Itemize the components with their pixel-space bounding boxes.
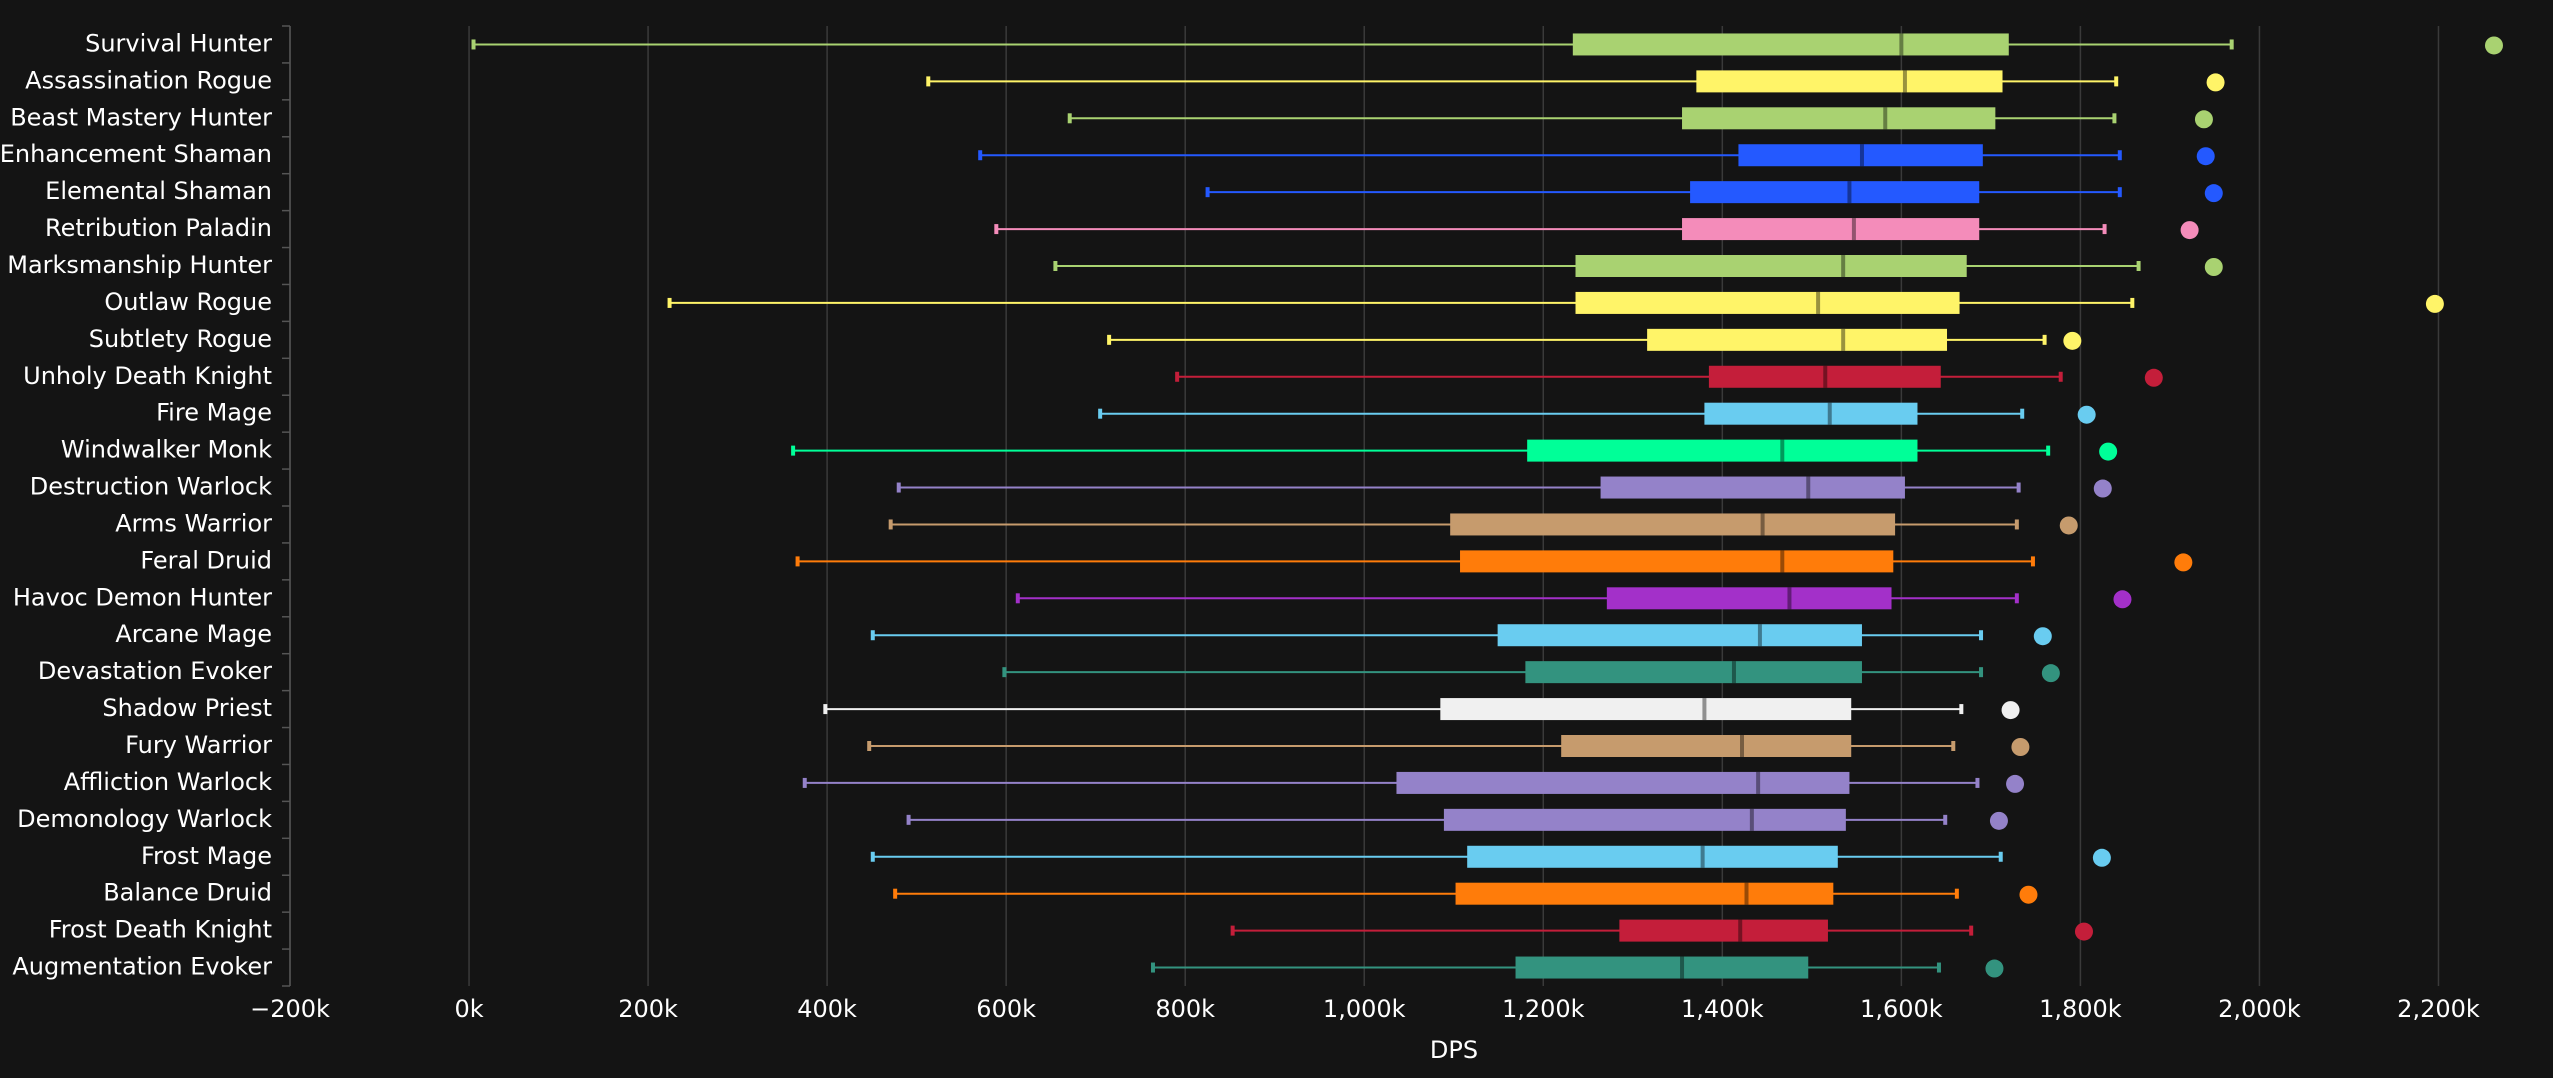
y-tick-label: Outlaw Rogue <box>104 288 272 316</box>
box <box>1619 919 1828 942</box>
y-tick-label: Affliction Warlock <box>64 768 272 796</box>
outlier <box>2041 664 2060 683</box>
x-tick-label: 800k <box>1155 995 1215 1023</box>
box <box>1396 771 1850 794</box>
x-axis-title: DPS <box>1430 1036 1478 1064</box>
outlier <box>2113 590 2132 609</box>
outlier <box>2092 848 2111 867</box>
outlier <box>2174 553 2193 572</box>
x-tick-label: 1,400k <box>1681 995 1764 1023</box>
y-tick-label: Arcane Mage <box>115 620 272 648</box>
box <box>1600 476 1905 499</box>
y-tick-label: Survival Hunter <box>85 29 272 57</box>
x-tick-label: 1,800k <box>2039 995 2122 1023</box>
box <box>1696 70 2003 93</box>
x-tick-label: 600k <box>976 995 1036 1023</box>
y-tick-label: Devastation Evoker <box>38 657 272 685</box>
box <box>1450 513 1896 536</box>
y-tick-label: Frost Mage <box>141 842 272 870</box>
outlier <box>2011 738 2030 756</box>
outlier <box>2144 368 2163 387</box>
y-tick-label: Balance Druid <box>103 879 272 907</box>
y-tick-label: Feral Druid <box>140 546 272 574</box>
y-tick-label: Shadow Priest <box>102 694 272 722</box>
box <box>1497 624 1862 647</box>
y-tick-label: Frost Death Knight <box>49 916 272 944</box>
box <box>1460 550 1894 573</box>
y-tick-label: Windwalker Monk <box>61 436 272 464</box>
outlier <box>2484 36 2503 55</box>
box <box>1708 365 1941 388</box>
y-tick-label: Fire Mage <box>156 399 272 427</box>
outlier <box>2074 922 2093 941</box>
x-tick-label: 1,200k <box>1502 995 1585 1023</box>
x-tick-label: 0k <box>454 995 483 1023</box>
y-tick-label: Elemental Shaman <box>45 177 272 205</box>
outlier <box>2204 258 2223 276</box>
outlier <box>2006 774 2025 793</box>
box <box>1738 144 1983 167</box>
outlier <box>2194 110 2213 129</box>
outlier <box>2204 184 2223 203</box>
box <box>1682 218 1980 241</box>
outlier <box>2206 73 2225 92</box>
x-tick-label: −200k <box>250 995 330 1023</box>
x-tick-label: 1,600k <box>1860 995 1943 1023</box>
box <box>1647 328 1948 351</box>
outlier <box>2180 221 2199 240</box>
box <box>1682 107 1996 130</box>
outlier <box>2077 405 2096 424</box>
box <box>1606 587 1892 610</box>
y-tick-label: Subtlety Rogue <box>89 325 272 353</box>
outlier <box>2033 627 2052 646</box>
outlier <box>2019 885 2038 904</box>
box <box>1575 255 1967 277</box>
outlier <box>1985 959 2004 978</box>
y-tick-label: Demonology Warlock <box>17 805 272 833</box>
box <box>1467 845 1838 868</box>
x-tick-label: 200k <box>618 995 678 1023</box>
x-tick-label: 400k <box>797 995 857 1023</box>
y-tick-label: Havoc Demon Hunter <box>13 583 272 611</box>
box <box>1440 698 1852 721</box>
outlier <box>2063 331 2082 350</box>
box <box>1690 181 1980 204</box>
y-tick-label: Assassination Rogue <box>25 66 272 94</box>
outlier <box>1989 811 2008 830</box>
y-tick-label: Enhancement Shaman <box>0 140 272 168</box>
box <box>1704 402 1918 425</box>
x-tick-label: 1,000k <box>1323 995 1406 1023</box>
y-tick-label: Marksmanship Hunter <box>7 251 272 279</box>
box <box>1527 439 1918 462</box>
x-tick-label: 2,000k <box>2218 995 2301 1023</box>
outlier <box>2099 442 2118 461</box>
box <box>1561 735 1852 757</box>
y-tick-label: Fury Warrior <box>125 731 272 759</box>
y-tick-label: Unholy Death Knight <box>23 362 272 390</box>
box <box>1575 291 1960 314</box>
y-tick-label: Destruction Warlock <box>30 473 272 501</box>
outlier <box>2093 479 2112 498</box>
y-tick-label: Beast Mastery Hunter <box>10 103 272 131</box>
outlier <box>2001 701 2020 720</box>
outlier <box>2196 147 2215 166</box>
box <box>1443 808 1846 831</box>
box <box>1572 33 2009 56</box>
y-tick-label: Retribution Paladin <box>45 214 272 242</box>
box <box>1455 882 1834 905</box>
y-tick-label: Augmentation Evoker <box>12 953 272 981</box>
outlier <box>2059 516 2078 535</box>
x-tick-label: 2,200k <box>2397 995 2480 1023</box>
y-tick-label: Arms Warrior <box>115 509 272 537</box>
outlier <box>2425 294 2444 313</box>
box <box>1515 956 1809 979</box>
box <box>1525 661 1862 684</box>
